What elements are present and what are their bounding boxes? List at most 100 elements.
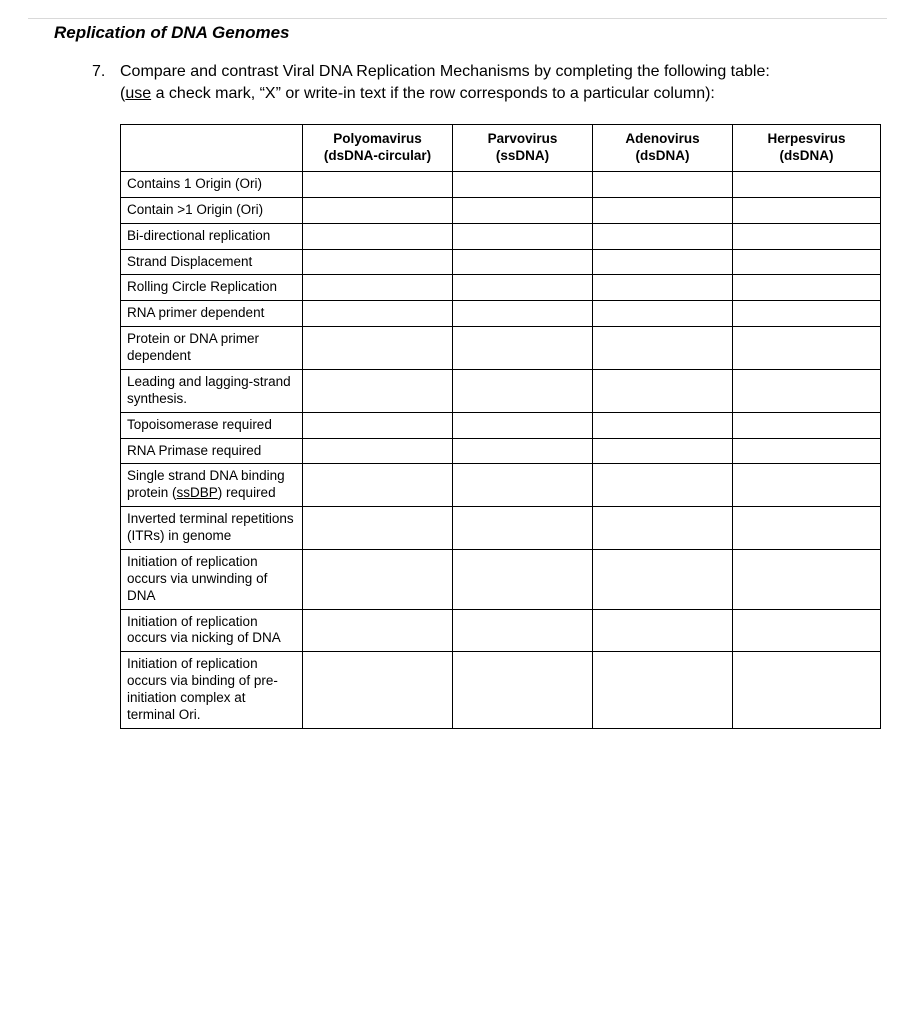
table-cell[interactable]	[303, 171, 453, 197]
table-cell[interactable]	[453, 249, 593, 275]
table-cell[interactable]	[453, 652, 593, 729]
question-line2-underlined: use	[125, 85, 151, 102]
table-cell[interactable]	[453, 464, 593, 507]
table-cell[interactable]	[593, 464, 733, 507]
table-cell[interactable]	[733, 464, 881, 507]
table-cell[interactable]	[303, 652, 453, 729]
table-cell[interactable]	[733, 249, 881, 275]
table-cell[interactable]	[453, 197, 593, 223]
table-row: Topoisomerase required	[121, 412, 881, 438]
table-cell[interactable]	[593, 369, 733, 412]
table-cell[interactable]	[453, 223, 593, 249]
table-cell[interactable]	[453, 327, 593, 370]
table-cell[interactable]	[593, 609, 733, 652]
table-cell[interactable]	[303, 438, 453, 464]
table-cell[interactable]	[303, 301, 453, 327]
table-header-row: Polyomavirus (dsDNA-circular) Parvovirus…	[121, 125, 881, 172]
col-subtitle: (dsDNA)	[739, 148, 874, 165]
table-cell[interactable]	[733, 549, 881, 609]
row-label: Topoisomerase required	[121, 412, 303, 438]
table-cell[interactable]	[593, 301, 733, 327]
table-cell[interactable]	[733, 275, 881, 301]
page-title: Replication of DNA Genomes	[54, 23, 887, 43]
row-label: Contains 1 Origin (Ori)	[121, 171, 303, 197]
table-cell[interactable]	[593, 171, 733, 197]
row-label: Initiation of replication occurs via unw…	[121, 549, 303, 609]
table-cell[interactable]	[303, 275, 453, 301]
table-cell[interactable]	[733, 609, 881, 652]
table-cell[interactable]	[303, 507, 453, 550]
question-row: 7. Compare and contrast Viral DNA Replic…	[92, 61, 867, 104]
col-header-herpesvirus: Herpesvirus (dsDNA)	[733, 125, 881, 172]
table-cell[interactable]	[733, 438, 881, 464]
table-cell[interactable]	[453, 412, 593, 438]
table-head: Polyomavirus (dsDNA-circular) Parvovirus…	[121, 125, 881, 172]
table-cell[interactable]	[733, 327, 881, 370]
question-number: 7.	[92, 61, 120, 104]
table-cell[interactable]	[303, 369, 453, 412]
col-subtitle: (dsDNA)	[599, 148, 726, 165]
table-cell[interactable]	[453, 438, 593, 464]
table-cell[interactable]	[303, 327, 453, 370]
page: Replication of DNA Genomes 7. Compare an…	[0, 0, 915, 1024]
row-label: Inverted terminal repetitions (ITRs) in …	[121, 507, 303, 550]
table-cell[interactable]	[303, 197, 453, 223]
col-header-parvovirus: Parvovirus (ssDNA)	[453, 125, 593, 172]
table-cell[interactable]	[303, 223, 453, 249]
table-cell[interactable]	[453, 275, 593, 301]
table-cell[interactable]	[303, 609, 453, 652]
row-label: Bi-directional replication	[121, 223, 303, 249]
row-label: Contain >1 Origin (Ori)	[121, 197, 303, 223]
table-cell[interactable]	[593, 327, 733, 370]
table-cell[interactable]	[733, 197, 881, 223]
question-block: 7. Compare and contrast Viral DNA Replic…	[92, 61, 867, 729]
table-cell[interactable]	[593, 652, 733, 729]
table-cell[interactable]	[733, 369, 881, 412]
table-cell[interactable]	[733, 652, 881, 729]
question-line1: Compare and contrast Viral DNA Replicati…	[120, 63, 770, 80]
table-cell[interactable]	[453, 369, 593, 412]
table-row: RNA Primase required	[121, 438, 881, 464]
table-cell[interactable]	[593, 197, 733, 223]
table-cell[interactable]	[593, 249, 733, 275]
table-cell[interactable]	[593, 549, 733, 609]
table-cell[interactable]	[593, 438, 733, 464]
col-header-adenovirus: Adenovirus (dsDNA)	[593, 125, 733, 172]
table-cell[interactable]	[453, 171, 593, 197]
table-row: Single strand DNA binding protein (ssDBP…	[121, 464, 881, 507]
table-cell[interactable]	[453, 549, 593, 609]
table-cell[interactable]	[303, 249, 453, 275]
table-cell[interactable]	[303, 549, 453, 609]
table-row: Contain >1 Origin (Ori)	[121, 197, 881, 223]
row-label: RNA Primase required	[121, 438, 303, 464]
col-subtitle: (ssDNA)	[459, 148, 586, 165]
table-cell[interactable]	[593, 275, 733, 301]
table-row: Rolling Circle Replication	[121, 275, 881, 301]
table-row: Strand Displacement	[121, 249, 881, 275]
table-row: Contains 1 Origin (Ori)	[121, 171, 881, 197]
table-cell[interactable]	[593, 507, 733, 550]
table-cell[interactable]	[733, 507, 881, 550]
worksheet-table-wrap: Polyomavirus (dsDNA-circular) Parvovirus…	[120, 124, 867, 729]
table-cell[interactable]	[593, 223, 733, 249]
table-cell[interactable]	[453, 301, 593, 327]
table-cell[interactable]	[593, 412, 733, 438]
table-cell[interactable]	[303, 412, 453, 438]
row-label: Leading and lagging-strand synthesis.	[121, 369, 303, 412]
table-cell[interactable]	[733, 412, 881, 438]
table-row: RNA primer dependent	[121, 301, 881, 327]
table-cell[interactable]	[453, 507, 593, 550]
table-cell[interactable]	[733, 301, 881, 327]
col-subtitle: (dsDNA-circular)	[309, 148, 446, 165]
table-body: Contains 1 Origin (Ori)Contain >1 Origin…	[121, 171, 881, 728]
table-cell[interactable]	[303, 464, 453, 507]
table-cell[interactable]	[733, 223, 881, 249]
row-label: RNA primer dependent	[121, 301, 303, 327]
table-row: Initiation of replication occurs via nic…	[121, 609, 881, 652]
table-cell[interactable]	[733, 171, 881, 197]
table-cell[interactable]	[453, 609, 593, 652]
table-row: Bi-directional replication	[121, 223, 881, 249]
table-header-empty	[121, 125, 303, 172]
col-title: Herpesvirus	[767, 131, 845, 146]
row-label: Single strand DNA binding protein (ssDBP…	[121, 464, 303, 507]
